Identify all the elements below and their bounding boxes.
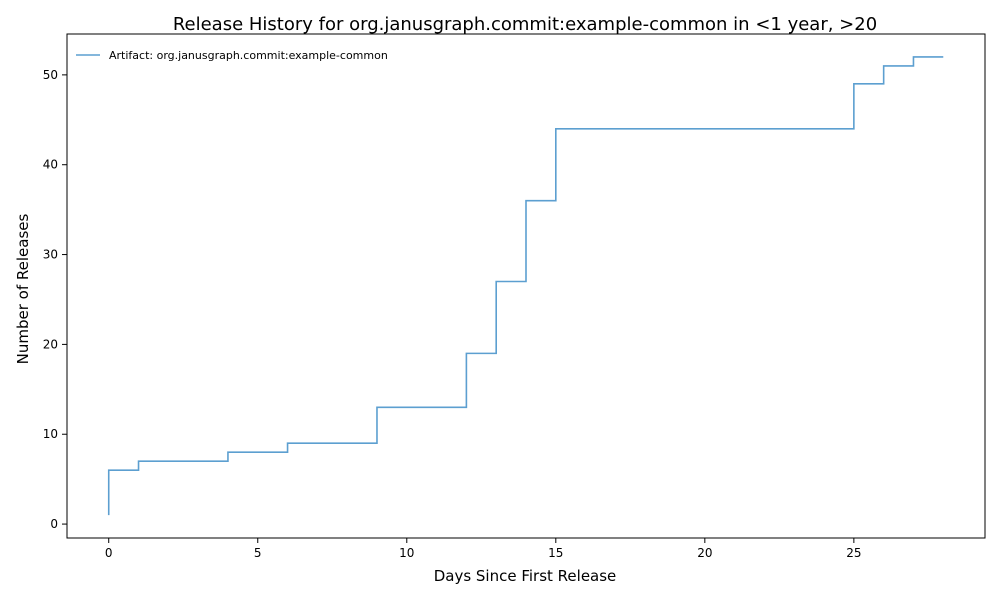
chart-title: Release History for org.janusgraph.commi… xyxy=(173,14,877,35)
y-tick-label: 10 xyxy=(43,427,58,441)
x-tick-label: 20 xyxy=(697,546,712,560)
y-tick-label: 50 xyxy=(43,68,58,82)
legend: Artifact: org.janusgraph.commit:example-… xyxy=(76,49,388,62)
y-tick-label: 0 xyxy=(50,517,58,531)
y-axis-title: Number of Releases xyxy=(14,213,32,364)
y-tick-label: 40 xyxy=(43,158,58,172)
legend-label: Artifact: org.janusgraph.commit:example-… xyxy=(109,49,388,62)
y-axis: 0 10 20 30 40 50 xyxy=(43,68,67,531)
plot-frame xyxy=(66,33,986,539)
x-axis: 0 5 10 15 20 25 xyxy=(105,538,861,560)
x-tick-label: 5 xyxy=(254,546,262,560)
x-axis-title: Days Since First Release xyxy=(434,567,617,585)
y-tick-label: 30 xyxy=(43,248,58,262)
y-tick-label: 20 xyxy=(43,337,58,351)
x-tick-label: 0 xyxy=(105,546,113,560)
x-tick-label: 10 xyxy=(399,546,414,560)
x-tick-label: 15 xyxy=(548,546,563,560)
x-tick-label: 25 xyxy=(846,546,861,560)
series-line xyxy=(107,56,944,516)
